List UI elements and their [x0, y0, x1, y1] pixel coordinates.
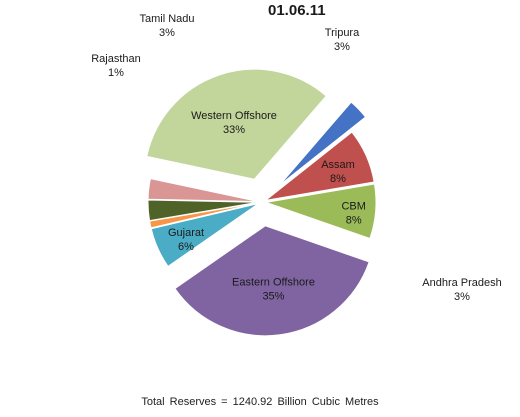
pie-slice-assam [265, 131, 375, 201]
slice-label-cbm: CBM 8% [341, 201, 365, 227]
pie-slice-tripura [147, 178, 259, 203]
slice-label-eastern-offshore: Eastern Offshore 35% [232, 277, 315, 303]
slice-label-assam: Assam 8% [321, 159, 355, 185]
pie-slice-western-offshore [146, 68, 327, 180]
slice-label-andhra-pradesh: Andhra Pradesh 3% [422, 277, 502, 303]
chart-title: 01.06.11 [268, 2, 326, 19]
pie-slice-andhra-pradesh [278, 101, 367, 186]
pie-slice-rajasthan [149, 202, 259, 229]
pie-labels: Western Offshore 33% Andhra Pradesh 3% Assam… [91, 13, 502, 303]
chart-footer: Total Reserves = 1240.92 Billion Cubic M… [141, 396, 379, 408]
pie-slice-cbm [265, 183, 377, 240]
pie-slice-gujarat [150, 203, 259, 268]
pie-slice-tamil-nadu [147, 199, 259, 222]
slice-label-rajasthan: Rajasthan 1% [91, 53, 141, 79]
slice-label-western-offshore: Western Offshore 33% [191, 110, 277, 136]
slice-label-tamil-nadu: Tamil Nadu 3% [139, 13, 194, 39]
pie-slice-eastern-offshore [174, 225, 370, 337]
slice-label-gujarat: Gujarat 6% [168, 227, 204, 253]
slice-label-tripura: Tripura 3% [325, 27, 360, 53]
pie-slices [146, 68, 377, 337]
